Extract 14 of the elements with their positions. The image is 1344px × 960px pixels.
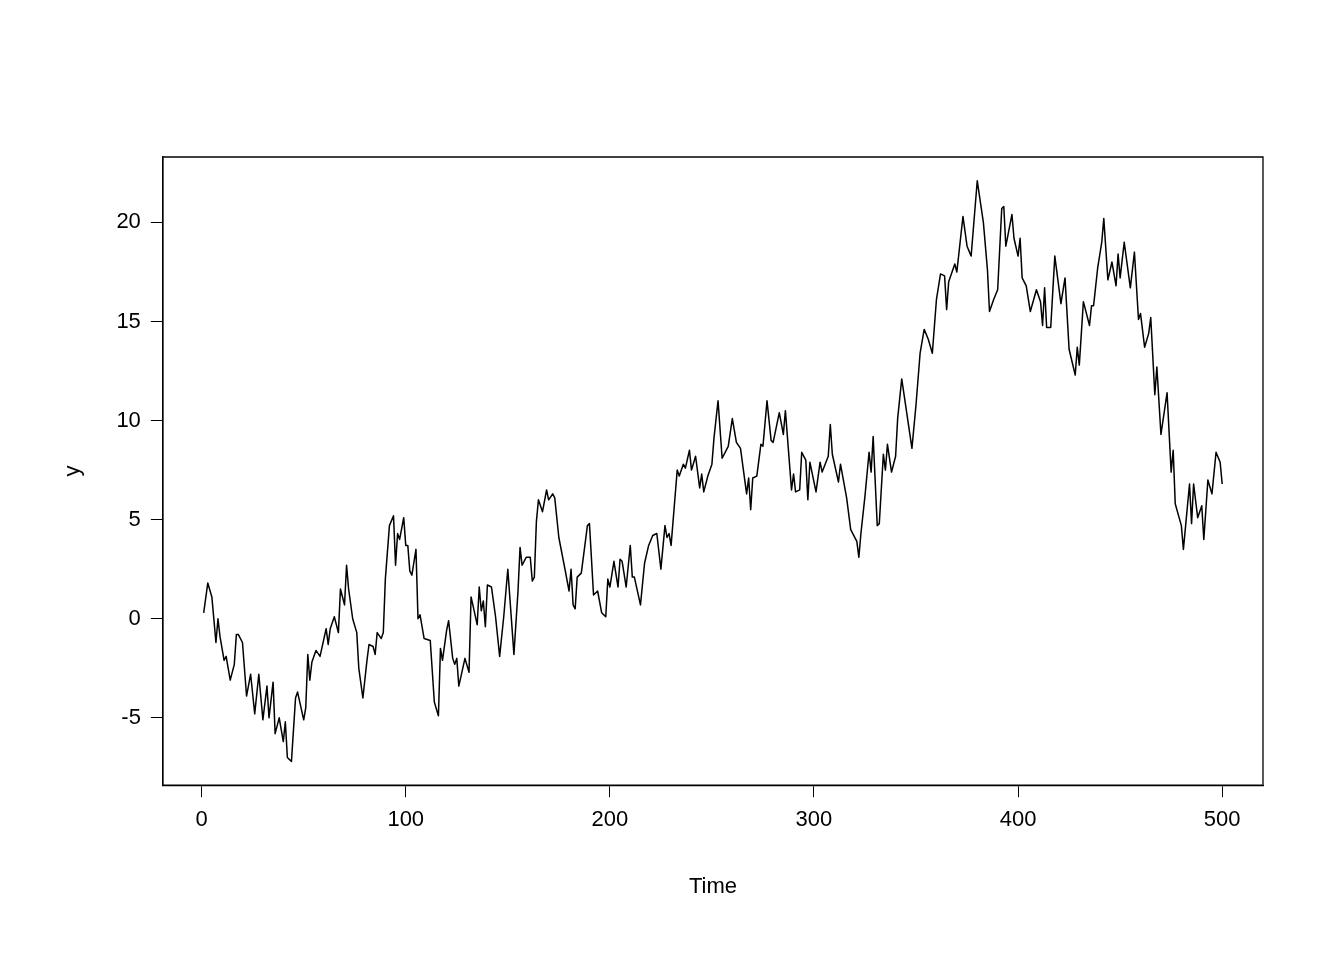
y-tick-label: 15 [116,307,141,333]
y-tick-label: 10 [116,406,141,432]
x-tick-label: 200 [591,806,629,832]
x-tick-label: 300 [795,806,833,832]
x-tick-label: 100 [387,806,425,832]
y-tick-label: -5 [121,703,141,729]
x-tick-label: 500 [1203,806,1241,832]
x-tick-label: 400 [999,806,1037,832]
y-tick-label: 20 [116,208,141,234]
x-axis-title: Time [688,872,737,898]
x-tick-label: 0 [195,806,208,832]
y-tick-label: 5 [128,505,141,531]
y-axis-title: y [59,465,85,477]
y-tick-label: 0 [128,604,141,630]
